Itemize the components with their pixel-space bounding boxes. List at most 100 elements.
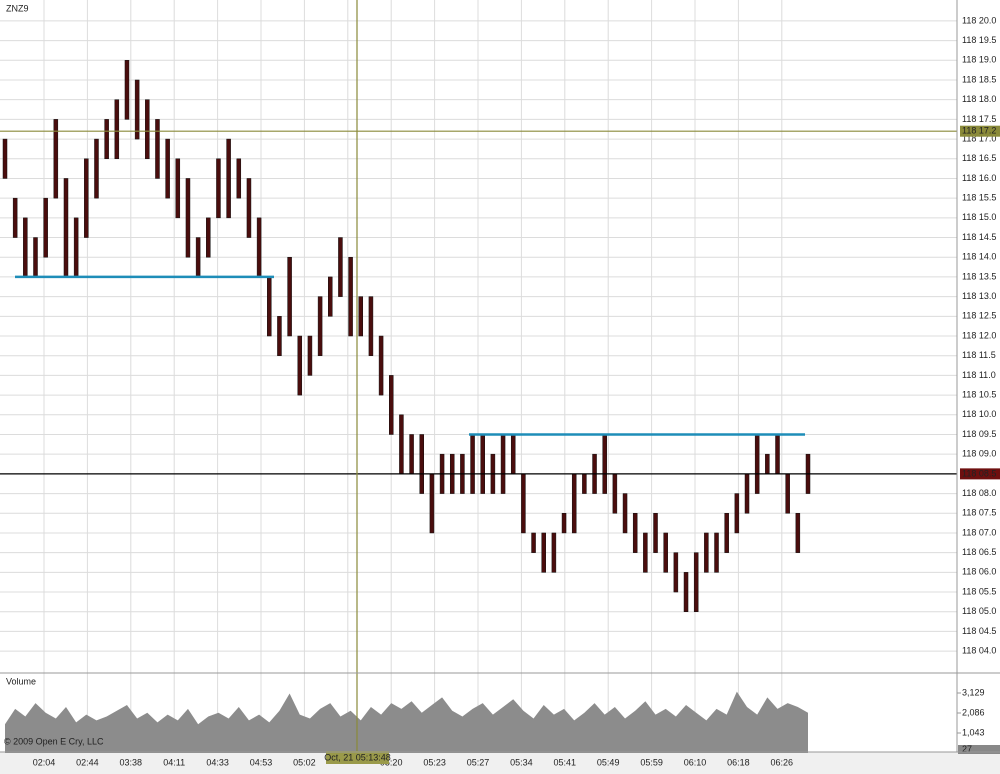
bar [632,513,638,553]
bar [287,256,292,337]
x-tick-label: 05:59 [640,757,663,767]
bar [531,532,536,553]
y-tick-label: 118 15.0 [962,212,996,222]
bar [754,434,760,494]
x-tick-label: 03:38 [120,757,143,767]
y-tick-label: 118 12.0 [962,330,996,340]
y-tick-label: 118 13.5 [962,271,996,281]
bar [338,237,343,297]
price-line-label: 118 08.5 [962,468,996,478]
x-tick-label: 05:20 [380,757,403,767]
y-tick-label: 118 20.0 [962,15,996,25]
y-tick-label: 118 14.0 [962,252,996,262]
y-tick-label: 118 16.0 [962,173,996,183]
price-line-label-box [960,468,1000,480]
bar [389,375,394,435]
y-tick-label: 118 04.5 [962,626,996,636]
bar [226,138,231,219]
y-tick-label: 118 10.5 [962,389,996,399]
bar [785,473,790,514]
x-tick-label: 04:33 [206,757,229,767]
y-tick-label: 118 18.5 [962,74,996,84]
y-tick-label: 118 07.5 [962,508,996,518]
bar [470,434,475,494]
y-tick-label: 118 15.5 [962,193,996,203]
bar [23,217,28,278]
y-tick-label: 118 05.0 [962,606,996,616]
bar [155,119,160,179]
y-tick-label: 118 09.5 [962,429,996,439]
bar [704,532,709,573]
bar [307,335,313,376]
bar [63,178,69,278]
y-tick-label: 118 06.5 [962,547,996,557]
x-tick-label: 05:02 [293,757,316,767]
bar [216,158,221,219]
bar [368,296,374,356]
y-tick-label: 118 16.5 [962,153,996,163]
x-tick-label: 05:27 [467,757,490,767]
bar [33,237,38,278]
bar [206,217,211,258]
bar [84,158,89,238]
bar [480,434,485,494]
bar [124,60,130,120]
bar [510,434,516,475]
bar [643,532,648,573]
volume-panel: 1,043 2,086 3,129 27 [5,687,1000,754]
bar [12,197,18,238]
bar [673,552,679,593]
bar [714,532,719,573]
y-tick-label: 118 14.5 [962,232,996,242]
y-tick-label: 118 09.0 [962,449,996,459]
y-tick-label: 118 17.0 [962,133,996,143]
y-tick-label: 118 19.0 [962,55,996,65]
x-tick-label: 02:04 [33,757,56,767]
bar [561,513,567,534]
bar [765,453,770,475]
volume-last: 27 [962,744,972,754]
bar [419,434,424,494]
bar [114,99,120,160]
bar [551,532,557,573]
bar [378,335,384,396]
y-tick-label: 118 12.5 [962,311,996,321]
bar [724,513,729,553]
bar [165,138,170,199]
bar [571,473,577,534]
bar [683,572,689,612]
time-axis-strip [0,752,1000,774]
bar [277,316,282,356]
y-tick-label: 118 04.0 [962,645,996,655]
volume-tick-label: 2,086 [962,707,985,717]
x-tick-label: 06:18 [727,757,750,767]
bar [175,158,181,219]
bar [348,256,353,337]
bar [744,473,750,514]
bar [43,197,48,258]
bar [195,237,201,278]
bar [734,493,740,534]
x-tick-label: 05:49 [597,757,620,767]
bar [246,178,252,238]
x-tick-label: 05:41 [554,757,577,767]
y-tick-label: 118 11.0 [962,370,996,380]
y-tick-label: 118 08.0 [962,488,996,498]
y-tick-label: 118 11.5 [962,350,996,360]
bar [53,119,59,199]
x-tick-label: 04:53 [250,757,273,767]
bar [602,434,607,494]
bar [317,296,323,356]
bar [500,434,506,494]
y-tick-label: 118 19.5 [962,35,996,45]
bar [399,414,404,475]
bar [94,138,99,199]
bar [104,119,109,160]
bar [145,99,150,160]
bar [409,434,414,475]
x-tick-label: 06:26 [771,757,794,767]
bar [653,513,658,553]
